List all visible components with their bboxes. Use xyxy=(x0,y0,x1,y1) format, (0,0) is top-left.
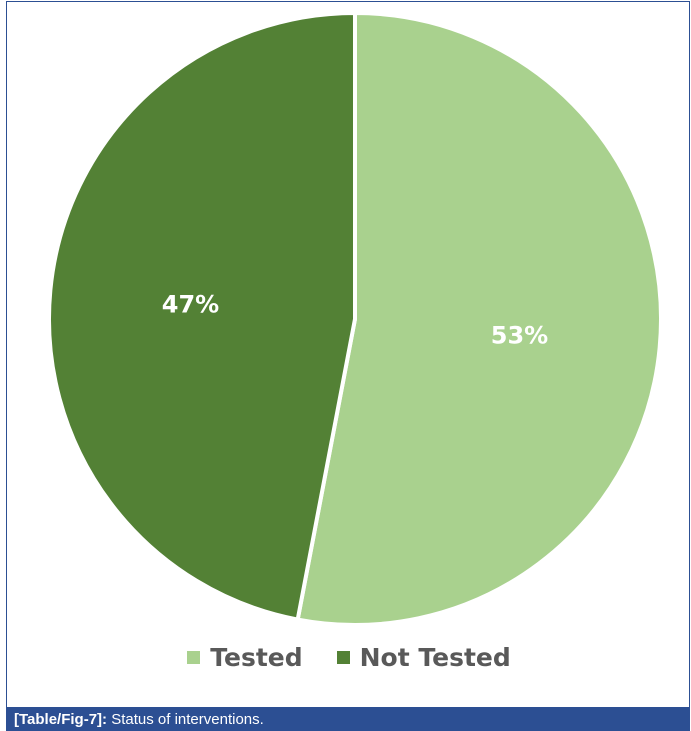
legend-item-not-tested: Not Tested xyxy=(336,642,511,672)
pie-slice-not-tested xyxy=(46,11,357,622)
caption-text: Status of interventions. xyxy=(111,710,264,728)
legend-swatch-not-tested xyxy=(336,650,350,664)
legend-item-tested: Tested xyxy=(187,642,303,672)
pie-slice-tested xyxy=(295,11,663,627)
pie-data-labels: 53% 47% xyxy=(162,290,548,349)
legend-label-tested: Tested xyxy=(210,642,303,672)
figure-caption: [Table/Fig-7]: Status of interventions. xyxy=(6,707,690,731)
pie-slices xyxy=(46,11,663,627)
legend: Tested Not Tested xyxy=(7,637,691,677)
pie-chart: 53% 47% xyxy=(46,11,663,627)
caption-label: [Table/Fig-7]: xyxy=(14,710,108,728)
chart-area: 53% 47% Tested Not Tested xyxy=(6,1,690,707)
data-label-not-tested: 47% xyxy=(162,290,219,318)
legend-label-not-tested: Not Tested xyxy=(359,642,511,672)
legend-swatch-tested xyxy=(187,650,201,664)
data-label-tested: 53% xyxy=(491,322,548,350)
